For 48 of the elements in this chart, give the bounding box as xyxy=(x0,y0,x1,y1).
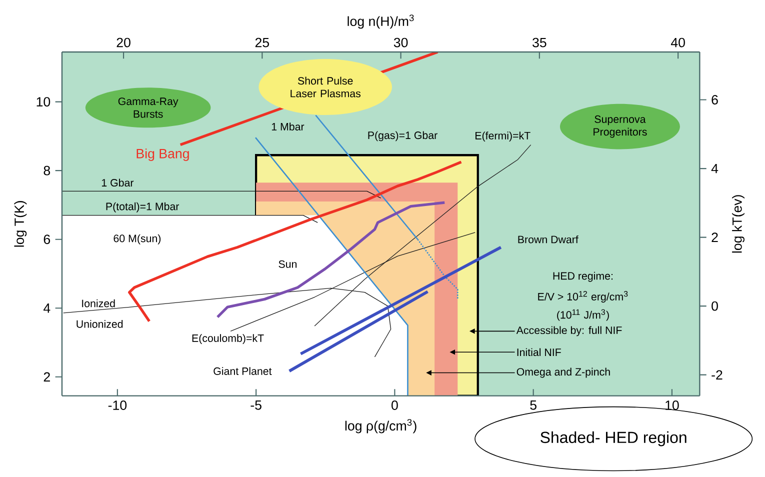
annotation: Accessible by: full NIF xyxy=(516,326,622,336)
x-tick-label: -10 xyxy=(108,400,127,410)
annotation: Brown Dwarf xyxy=(518,235,578,244)
annotation: Omega and Z-pinch xyxy=(516,368,610,378)
y2-tick-label: 2 xyxy=(712,232,718,242)
x-tick-label: 0 xyxy=(392,400,398,410)
x2-tick-label: 25 xyxy=(255,38,270,48)
annotation: Supernova Progenitors xyxy=(594,115,647,138)
y-tick-label: 8 xyxy=(44,166,50,176)
text: Shaded- HED region xyxy=(540,431,686,446)
x2-tick-label: 30 xyxy=(394,38,408,48)
y2-tick-label: 4 xyxy=(711,164,718,174)
x2-tick-label: 35 xyxy=(532,38,546,48)
y2-tick-label: 0 xyxy=(712,301,718,311)
x2-tick-label: 20 xyxy=(116,38,130,48)
annotation: Unionized xyxy=(76,320,123,328)
y-tick-label: 2 xyxy=(44,372,50,382)
y2-tick-label: 6 xyxy=(712,95,718,104)
annotation: E(coulomb)=kT xyxy=(192,334,264,344)
x-tick-label: -5 xyxy=(250,400,262,410)
y-tick-label: 6 xyxy=(44,234,50,244)
annotation: Big Bang xyxy=(136,148,189,161)
annotation: E(fermi)=kT xyxy=(476,132,530,142)
y-tick-label: 4 xyxy=(44,303,50,313)
annotation: 1 Gbar xyxy=(102,178,134,186)
y-axis-title: log T(K) xyxy=(14,200,27,247)
annotation: Gamma-Ray Bursts xyxy=(118,98,178,118)
annotation: 60 M(sun) xyxy=(114,234,161,244)
annotation: Ionized xyxy=(82,299,115,308)
y2-axis-title: log kT(ev) xyxy=(732,195,744,253)
annotation: HED regime: xyxy=(553,272,613,282)
x-tick-label: 5 xyxy=(530,400,536,410)
x-axis-title: log ρ(g/cm$^{3}$) xyxy=(345,419,416,434)
annotation: Sun xyxy=(278,260,297,268)
annotation: Initial NIF xyxy=(517,348,561,356)
annotation: Short Pulse Laser Plasmas xyxy=(290,76,361,98)
annotation: P(total)=1 Mbar xyxy=(106,202,180,212)
line-series xyxy=(216,201,446,318)
x-tick-label: 10 xyxy=(666,400,679,410)
y2-tick-label: -2 xyxy=(712,370,722,380)
annotation: 1 Mbar xyxy=(272,122,304,130)
x2-axis-title: log n(H)/m$^{3}$ xyxy=(348,14,414,29)
y-tick-label: 10 xyxy=(36,97,50,106)
x2-tick-label: 40 xyxy=(670,38,685,48)
annotation: (10$^{11}$ J/m$^{3}$) xyxy=(557,309,609,321)
annotation: P(gas)=1 Gbar xyxy=(368,131,438,142)
annotation: E/V > 10$^{12}$ erg/cm$^{3}$ xyxy=(538,290,628,303)
annotation: Giant Planet xyxy=(214,367,272,375)
